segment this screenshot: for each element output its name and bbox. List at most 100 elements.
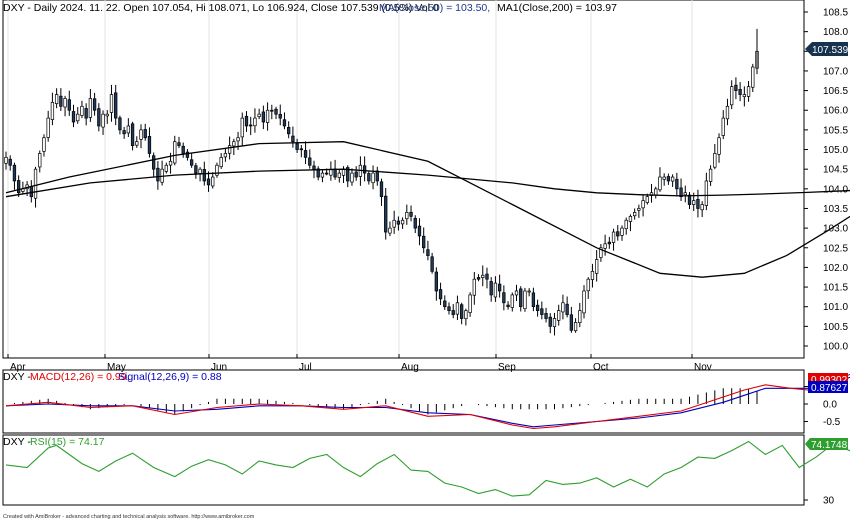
candle-body — [236, 137, 240, 142]
candle-body — [320, 172, 325, 178]
candle-body — [4, 157, 8, 164]
candle-body — [240, 117, 244, 138]
candle-body — [599, 247, 603, 258]
candle-body — [97, 108, 101, 127]
candle-body — [485, 273, 489, 280]
signal-badge: 0.87627 — [808, 381, 848, 394]
candle-body — [447, 306, 451, 311]
candle-body — [637, 208, 641, 211]
candle-body — [430, 256, 434, 272]
candle-body — [704, 180, 709, 206]
macd-prefix: DXY - — [3, 371, 31, 383]
candle-body — [443, 300, 447, 308]
candle-body — [392, 219, 396, 228]
price-tick-label: 105.5 — [823, 125, 848, 136]
svg-text:0.99302: 0.99302 — [811, 375, 848, 386]
candle-body — [675, 178, 679, 190]
candle-body — [12, 164, 17, 182]
candle-body — [396, 220, 401, 225]
month-label: Jun — [211, 362, 227, 373]
candle-body — [118, 117, 122, 131]
candle-body — [746, 86, 751, 97]
candle-body — [244, 115, 249, 127]
candle-body — [548, 316, 552, 327]
ma200-label: MA1(Close,200) = 103.97 — [497, 2, 617, 14]
candle-body — [362, 165, 367, 174]
chart-panels — [2, 0, 805, 506]
candle-body — [291, 135, 295, 143]
candle-body — [371, 172, 375, 184]
candle-body — [493, 282, 498, 298]
price-tick-label: 104.5 — [823, 165, 848, 176]
candle-body — [265, 109, 270, 123]
candle-body — [696, 198, 700, 209]
price-tick-label: 102.5 — [823, 243, 848, 254]
candle-body — [67, 99, 71, 111]
candle-body — [620, 227, 624, 236]
candle-body — [552, 318, 557, 328]
candle-body — [168, 160, 173, 166]
macd-tick-label: 0.0 — [823, 400, 837, 411]
candle-body — [59, 95, 63, 107]
ma200-line — [5, 168, 850, 198]
candle-body — [333, 168, 337, 178]
candle-body — [645, 196, 649, 203]
candle-body — [468, 294, 472, 313]
candle-body — [413, 217, 417, 229]
candle-body — [135, 141, 139, 146]
candle-body — [573, 322, 578, 332]
candle-body — [611, 231, 616, 243]
candle-body — [687, 194, 692, 205]
rsi-tick-label: 30 — [823, 496, 835, 507]
candle-body — [502, 292, 506, 304]
price-tick-label: 103.5 — [823, 204, 848, 215]
candle-body — [54, 94, 59, 104]
candle-body — [540, 308, 544, 315]
candle-body — [565, 303, 569, 315]
price-badge: 107.539 — [805, 42, 849, 56]
price-tick-label: 106.5 — [823, 86, 848, 97]
candle-body — [422, 235, 426, 249]
candle-body — [299, 148, 303, 151]
candle-body — [506, 304, 510, 308]
price-tick-label: 101.0 — [823, 302, 848, 313]
candle-body — [734, 84, 738, 91]
candle-body — [692, 200, 696, 205]
candle-body — [109, 94, 114, 113]
candle-body — [379, 181, 384, 198]
candle-body — [147, 136, 152, 154]
candle-body — [50, 102, 55, 120]
candle-body — [164, 164, 168, 172]
candle-body — [274, 108, 278, 115]
candle-body — [632, 212, 637, 217]
candle-body — [603, 243, 607, 249]
candle-body — [708, 168, 713, 182]
candle-body — [578, 310, 582, 324]
month-label: Nov — [694, 362, 712, 373]
candle-body — [202, 169, 206, 182]
grid — [7, 0, 693, 358]
candle-body — [232, 141, 236, 147]
candle-body — [92, 98, 97, 111]
candle-body — [742, 94, 747, 98]
candle-body — [211, 176, 215, 187]
svg-text:74.1748: 74.1748 — [811, 440, 848, 451]
candle-body — [33, 168, 38, 199]
candle-body — [388, 227, 392, 234]
candle-body — [130, 123, 135, 146]
candle-body — [346, 167, 350, 182]
month-label: Apr — [10, 362, 26, 373]
price-panel-frame — [2, 0, 805, 359]
svg-text:107.539: 107.539 — [812, 45, 849, 56]
candle-body — [531, 292, 536, 308]
candle-body — [472, 278, 476, 296]
month-label: Jul — [299, 362, 312, 373]
candle-body — [189, 159, 194, 166]
candle-body — [350, 172, 354, 183]
candle-body — [654, 188, 658, 196]
candle-body — [16, 180, 21, 194]
candle-body — [156, 167, 160, 182]
price-tick-label: 104.0 — [823, 184, 848, 195]
candle-body — [367, 173, 371, 182]
